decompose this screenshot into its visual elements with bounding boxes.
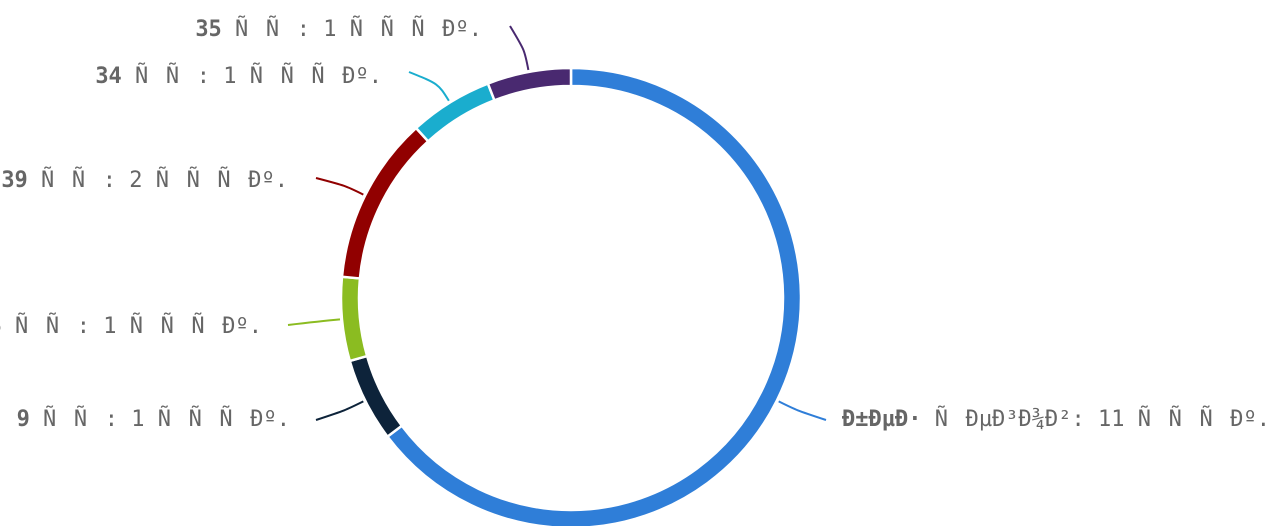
slice-label-4: 34 ÑÑ: 1 ÑÑÑÐº. — [95, 62, 382, 89]
slice-label-bold-4: 34 — [95, 64, 122, 89]
slice-label-1: 9 ÑÑ: 1 ÑÑÑÐº. — [17, 405, 290, 432]
pie-slice-0[interactable] — [385, 66, 803, 526]
chart-slices — [339, 66, 803, 526]
slice-label-text-1: ÑÑ: 1 ÑÑÑÐº. — [30, 405, 290, 432]
slice-label-text-5: ÑÑ: 1 ÑÑÑÐº. — [222, 15, 482, 42]
pie-slice-1[interactable] — [348, 354, 404, 439]
slice-label-text-0: ÑÐµÐ³Ð¾Ð²: 11 ÑÑÑÐº. — [921, 405, 1270, 432]
slice-label-bold-2: 5 — [0, 314, 2, 339]
slice-label-bold-5: 35 — [195, 17, 222, 42]
connector-line-1 — [315, 400, 364, 421]
connector-line-2 — [287, 318, 341, 326]
pie-slice-3[interactable] — [340, 126, 430, 280]
slice-label-0: Ð±ÐµÐ· ÑÐµÐ³Ð¾Ð²: 11 ÑÑÑÐº. — [842, 405, 1270, 432]
slice-label-2: 5 ÑÑ: 1 ÑÑÑÐº. — [0, 312, 262, 339]
slice-label-bold-3: 39 — [1, 168, 28, 193]
slice-label-5: 35 ÑÑ: 1 ÑÑÑÐº. — [195, 15, 482, 42]
chart-connectors — [287, 25, 827, 421]
slice-label-text-3: ÑÑ: 2 ÑÑÑÐº. — [28, 166, 288, 193]
slice-label-text-4: ÑÑ: 1 ÑÑÑÐº. — [122, 62, 382, 89]
slice-label-text-2: ÑÑ: 1 ÑÑÑÐº. — [2, 312, 262, 339]
chart-labels: Ð±ÐµÐ· ÑÐµÐ³Ð¾Ð²: 11 ÑÑÑÐº. 9 ÑÑ: 1… — [0, 15, 1270, 432]
connector-line-0 — [778, 400, 827, 421]
slice-label-bold-1: 9 — [17, 407, 30, 432]
slice-label-bold-0: Ð±ÐµÐ· — [842, 407, 921, 432]
pie-slice-5[interactable] — [486, 66, 573, 102]
slice-label-3: 39 ÑÑ: 2 ÑÑÑÐº. — [1, 166, 288, 193]
pie-slice-4[interactable] — [414, 81, 497, 144]
connector-line-4 — [408, 71, 450, 102]
connector-line-3 — [315, 177, 364, 196]
connector-line-5 — [509, 25, 530, 71]
pie-slice-2[interactable] — [339, 275, 369, 363]
